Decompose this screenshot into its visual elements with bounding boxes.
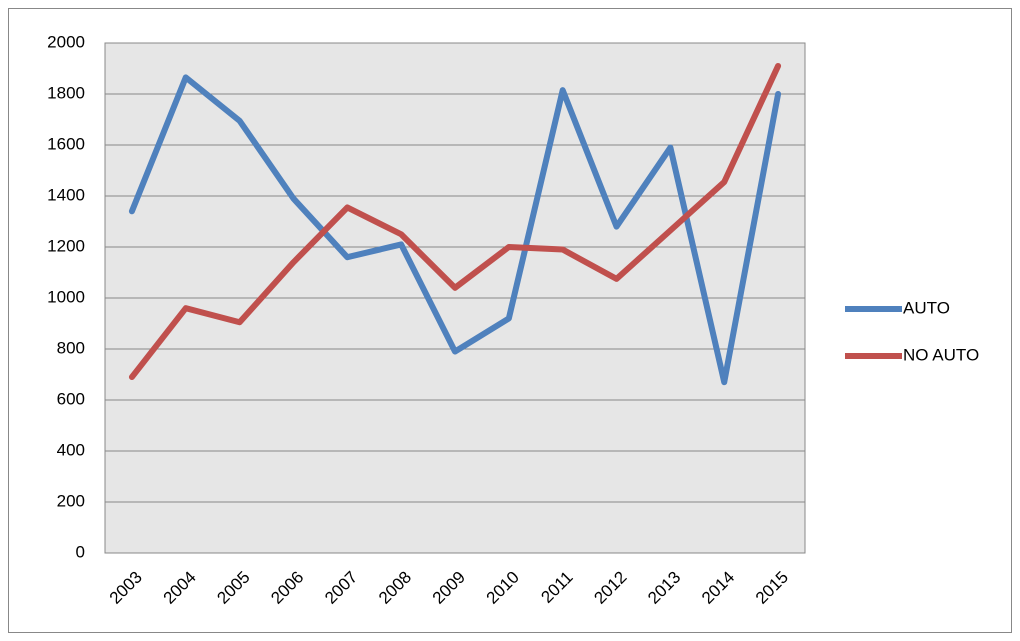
y-tick-label: 1400 (47, 185, 85, 204)
y-tick-label: 600 (57, 389, 85, 408)
series-line (128, 62, 782, 381)
series-line (128, 74, 782, 386)
y-tick-label: 400 (57, 440, 85, 459)
y-tick-label: 800 (57, 338, 85, 357)
y-tick-label: 1200 (47, 236, 85, 255)
legend-label: NO AUTO (903, 345, 979, 364)
y-tick-label: 0 (76, 542, 85, 561)
y-tick-label: 2000 (47, 32, 85, 51)
y-tick-label: 1600 (47, 134, 85, 153)
y-tick-label: 200 (57, 491, 85, 510)
y-tick-label: 1000 (47, 287, 85, 306)
y-tick-label: 1800 (47, 83, 85, 102)
legend-label: AUTO (903, 298, 950, 317)
